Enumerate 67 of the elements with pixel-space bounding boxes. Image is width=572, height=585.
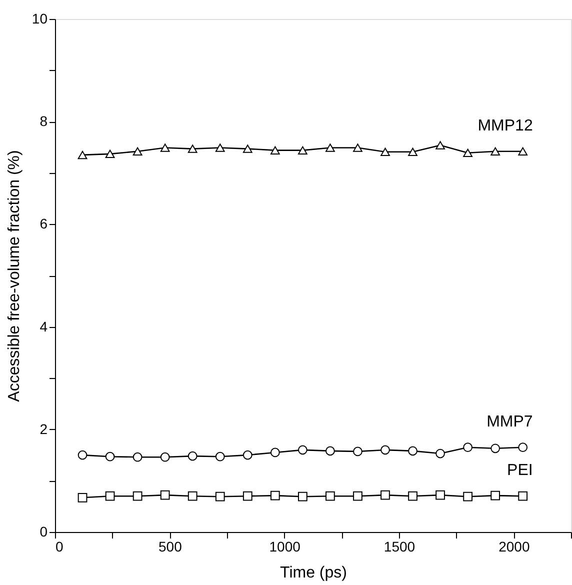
point [78, 450, 88, 460]
x-tick-label: 1500 [384, 538, 416, 554]
point [160, 490, 170, 500]
series-label: MMP12 [478, 117, 533, 134]
point [215, 492, 225, 502]
x-tick-label: 2000 [498, 538, 530, 554]
x-tick-label: 500 [158, 538, 182, 554]
point [326, 491, 335, 501]
point [270, 490, 280, 500]
point [518, 442, 528, 452]
point [353, 446, 362, 456]
point [298, 492, 308, 502]
y-tick-label: 8 [40, 113, 48, 130]
point [490, 444, 500, 454]
point [242, 450, 252, 460]
point [188, 491, 198, 501]
x-axis-title: Time (ps) [280, 564, 347, 582]
point [105, 150, 115, 158]
y-tick-label: 6 [40, 216, 48, 232]
point [215, 452, 225, 462]
point [353, 491, 362, 501]
point [105, 491, 115, 501]
point [242, 491, 252, 501]
point [490, 490, 500, 500]
point [326, 144, 335, 152]
point [78, 150, 88, 160]
point [380, 445, 390, 455]
point [490, 147, 500, 156]
point [326, 446, 335, 456]
point [160, 452, 170, 462]
point [160, 144, 170, 152]
point [105, 452, 115, 462]
point [78, 492, 88, 502]
point [408, 446, 418, 456]
x-tick-label: 0 [56, 538, 64, 554]
point [298, 445, 308, 455]
y-axis-title: Accessible free-volume fraction (%) [6, 150, 23, 402]
point [463, 148, 472, 158]
point [380, 490, 390, 500]
point [270, 448, 280, 458]
series-label: MMP7 [486, 413, 533, 430]
point [518, 491, 528, 501]
point [132, 491, 142, 501]
x-tick-label: 1000 [269, 538, 301, 554]
point [436, 141, 445, 150]
series-label: PEI [507, 462, 533, 480]
point [463, 442, 472, 452]
point [436, 490, 445, 500]
point [188, 144, 198, 153]
y-tick-label: 0 [40, 524, 48, 540]
point [380, 148, 390, 156]
point [188, 451, 198, 461]
point [242, 144, 252, 153]
point [132, 452, 142, 462]
y-tick-label: 4 [40, 318, 48, 334]
point [298, 146, 308, 154]
point [353, 144, 362, 152]
point [408, 148, 418, 156]
point [436, 448, 445, 458]
point [463, 492, 472, 502]
point [518, 147, 528, 156]
y-tick-label: 10 [32, 10, 48, 26]
point [270, 146, 280, 154]
point [132, 147, 142, 156]
point [408, 491, 418, 501]
y-tick-label: 2 [40, 420, 48, 437]
point [215, 144, 225, 152]
